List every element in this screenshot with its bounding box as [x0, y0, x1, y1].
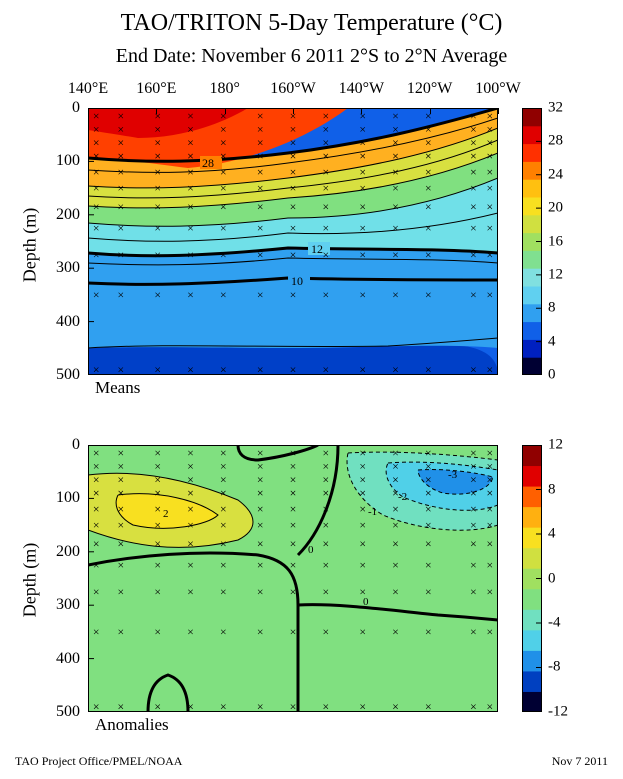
- colorbar-tick-label: 8: [548, 300, 556, 317]
- y-tick-label: 100: [0, 489, 80, 507]
- svg-text:28: 28: [202, 156, 214, 170]
- x-tick-label: 100°W: [475, 80, 521, 98]
- svg-text:-1: -1: [368, 506, 377, 518]
- y-tick-label: 0: [0, 99, 80, 117]
- sub-title: End Date: November 6 2011 2°S to 2°N Ave…: [0, 45, 623, 68]
- y-tick-label: 400: [0, 313, 80, 331]
- y-tick-label: 400: [0, 650, 80, 668]
- anom-ylabel: Depth (m): [20, 543, 41, 617]
- svg-text:-3: -3: [448, 469, 458, 481]
- colorbar-tick-label: 8: [548, 481, 556, 498]
- footer-date: Nov 7 2011: [552, 754, 608, 769]
- svg-text:-2: -2: [398, 491, 407, 503]
- colorbar-tick-label: -8: [548, 659, 561, 676]
- colorbar-tick-label: -4: [548, 615, 561, 632]
- svg-text:0: 0: [308, 544, 314, 556]
- svg-text:10: 10: [291, 274, 303, 288]
- colorbar-tick-label: 0: [548, 367, 556, 384]
- means-colorbar: [522, 108, 542, 375]
- means-panel: 28 12 10: [88, 108, 498, 375]
- svg-text:12: 12: [311, 242, 323, 256]
- colorbar-tick-label: 24: [548, 166, 563, 183]
- colorbar-tick-label: 20: [548, 200, 563, 217]
- y-tick-label: 500: [0, 703, 80, 721]
- colorbar-tick-label: 12: [548, 266, 563, 283]
- colorbar-tick-label: 0: [548, 570, 556, 587]
- y-tick-label: 0: [0, 436, 80, 454]
- y-tick-label: 100: [0, 152, 80, 170]
- colorbar-tick-label: 4: [548, 333, 556, 350]
- y-tick-label: 500: [0, 366, 80, 384]
- x-tick-label: 120°W: [407, 80, 453, 98]
- x-tick-label: 180°: [209, 80, 239, 98]
- means-label: Means: [95, 378, 140, 398]
- main-title: TAO/TRITON 5-Day Temperature (°C): [0, 10, 623, 37]
- x-tick-label: 160°E: [136, 80, 176, 98]
- svg-text:2: 2: [163, 508, 169, 520]
- footer-source: TAO Project Office/PMEL/NOAA: [15, 754, 182, 769]
- figure-page: TAO/TRITON 5-Day Temperature (°C) End Da…: [0, 0, 623, 779]
- svg-text:0: 0: [363, 596, 369, 608]
- colorbar-tick-label: 32: [548, 100, 563, 117]
- x-tick-label: 160°W: [270, 80, 316, 98]
- x-tick-label: 140°E: [68, 80, 108, 98]
- means-ylabel: Depth (m): [20, 208, 41, 282]
- anom-label: Anomalies: [95, 715, 169, 735]
- anom-colorbar: [522, 445, 542, 712]
- colorbar-tick-label: -12: [548, 704, 568, 721]
- colorbar-tick-label: 16: [548, 233, 563, 250]
- colorbar-tick-label: 28: [548, 133, 563, 150]
- colorbar-tick-label: 4: [548, 525, 556, 542]
- colorbar-tick-label: 12: [548, 437, 563, 454]
- x-tick-label: 140°W: [339, 80, 385, 98]
- anomalies-panel: 2 0 0 -1 -2 -3: [88, 445, 498, 712]
